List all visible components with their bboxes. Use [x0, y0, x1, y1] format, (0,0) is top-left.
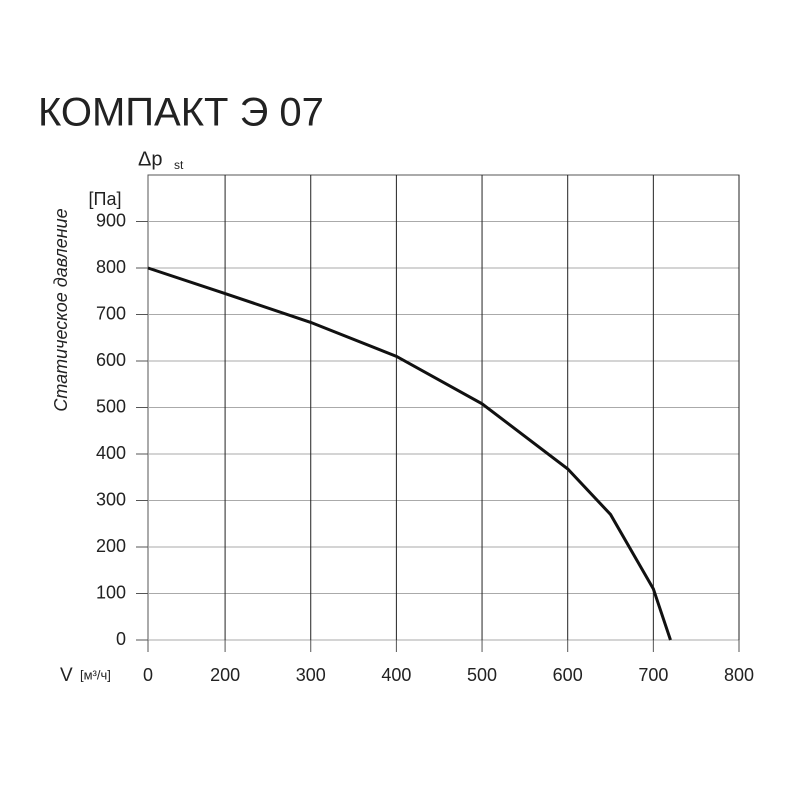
y-tick-label: 400: [96, 443, 126, 463]
x-tick-label: 400: [381, 665, 411, 685]
y-unit: [Па]: [89, 189, 122, 209]
x-tick-label: 800: [724, 665, 754, 685]
x-symbol: V: [60, 665, 73, 686]
curve: [147, 266, 672, 641]
x-tick-label: 500: [467, 665, 497, 685]
y-tick-label: 0: [116, 629, 126, 649]
y-axis-label: Статическое давление: [51, 208, 71, 411]
y-tick-label: 100: [96, 582, 126, 602]
x-tick-label: 0: [143, 665, 153, 685]
y-tick-label: 700: [96, 303, 126, 323]
x-tick-label: 700: [638, 665, 668, 685]
y-symbol: Δp: [138, 148, 162, 170]
y-tick-label: 200: [96, 536, 126, 556]
x-tick-label: 600: [553, 665, 583, 685]
x-unit: [м³/ч]: [80, 667, 111, 682]
x-tick-label: 200: [210, 665, 240, 685]
y-tick-label: 800: [96, 257, 126, 277]
y-tick-label: 500: [96, 396, 126, 416]
y-tick-label: 600: [96, 350, 126, 370]
y-tick-label: 900: [96, 210, 126, 230]
chart-title: КОМПАКТ Э 07: [38, 91, 324, 135]
y-tick-label: 300: [96, 489, 126, 509]
x-tick-label: 300: [296, 665, 326, 685]
y-symbol-sub: st: [174, 158, 184, 172]
